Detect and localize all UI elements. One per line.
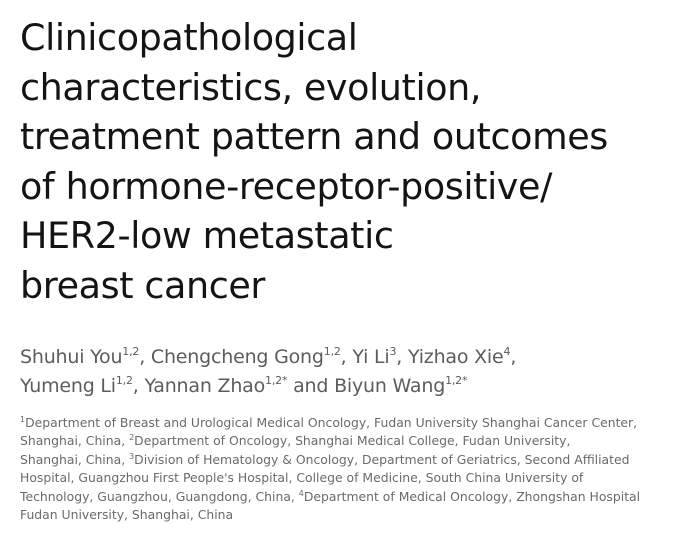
author-affiliation-ref: 4 (503, 344, 511, 358)
author-affiliation-ref: 1,2* (265, 373, 288, 387)
article-title: Clinicopathological characteristics, evo… (20, 13, 680, 310)
affiliation-number: 4 (298, 488, 304, 498)
affiliation-text: Department of Oncology, Shanghai Medical… (134, 433, 571, 449)
author-list: Shuhui You1,2, Chengcheng Gong1,2, Yi Li… (20, 343, 680, 401)
author-name[interactable]: Yi Li (352, 346, 390, 368)
author-affiliation-ref: 1,2 (122, 344, 140, 358)
affiliation-text: Fudan University, Shanghai, China (20, 507, 234, 523)
affiliation-number: 2 (129, 433, 135, 443)
author-name[interactable]: Yannan Zhao (144, 375, 266, 397)
affiliation-text: Department of Breast and Urological Medi… (25, 415, 638, 430)
author-separator: , (132, 375, 145, 397)
affiliation-text: Technology, Guangzhou, Guangdong, China, (20, 488, 299, 504)
author-affiliation-ref: 3 (389, 344, 397, 358)
author-name[interactable]: Shuhui You (20, 346, 123, 368)
author-affiliation-ref: 1,2 (323, 344, 341, 358)
author-separator: and (287, 375, 335, 397)
author-line: Shuhui You1,2, Chengcheng Gong1,2, Yi Li… (20, 343, 680, 372)
author-name[interactable]: Biyun Wang (334, 375, 446, 397)
affiliations: 1Department of Breast and Urological Med… (20, 414, 685, 524)
title-line: characteristics, evolution, (20, 65, 482, 109)
affiliation-number: 1 (20, 414, 26, 424)
author-separator: , (340, 346, 353, 368)
author-name[interactable]: Yizhao Xie (407, 346, 504, 368)
title-line: HER2-low metastatic (20, 214, 394, 257)
author-affiliation-ref: 1,2 (115, 373, 133, 387)
title-line: of hormone-receptor-positive/ (20, 164, 552, 208)
affiliation-line: Technology, Guangzhou, Guangdong, China,… (20, 488, 685, 506)
author-line: Yumeng Li1,2, Yannan Zhao1,2* and Biyun … (20, 372, 680, 401)
affiliation-line: Shanghai, China, 3Division of Hematology… (20, 451, 685, 469)
title-line: Clinicopathological (20, 16, 358, 59)
author-name[interactable]: Chengcheng Gong (150, 346, 324, 368)
author-name[interactable]: Yumeng Li (20, 375, 116, 397)
author-separator: , (510, 346, 517, 368)
affiliation-text: Hospital, Guangzhou First People's Hospi… (20, 470, 584, 486)
affiliation-text: Division of Hematology & Oncology, Depar… (134, 451, 630, 467)
author-separator: , (139, 346, 151, 368)
affiliation-line: Shanghai, China, 2Department of Oncology… (20, 432, 685, 450)
affiliation-line: Hospital, Guangzhou First People's Hospi… (20, 469, 685, 487)
title-line: breast cancer (20, 263, 266, 307)
affiliation-text: Shanghai, China, (20, 451, 130, 467)
author-affiliation-ref: 1,2* (445, 373, 468, 387)
title-line: treatment pattern and outcomes (20, 115, 608, 158)
affiliation-line: 1Department of Breast and Urological Med… (20, 414, 685, 432)
author-separator: , (396, 346, 408, 368)
affiliation-text: Department of Medical Oncology, Zhongsha… (303, 488, 641, 504)
affiliation-number: 3 (129, 451, 135, 461)
affiliation-line: Fudan University, Shanghai, China (20, 506, 685, 524)
affiliation-text: Shanghai, China, (20, 433, 130, 449)
